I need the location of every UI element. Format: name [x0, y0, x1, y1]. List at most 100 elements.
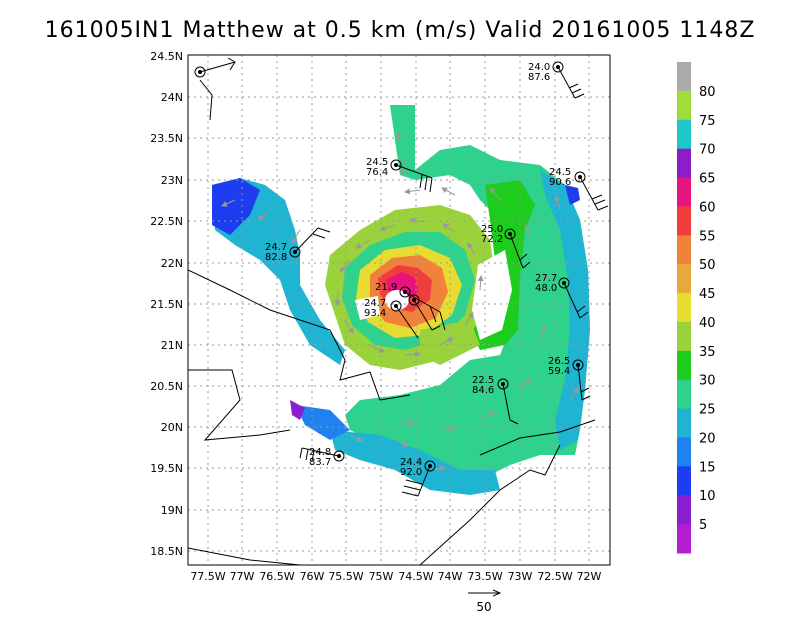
- colorbar-label: 45: [699, 287, 716, 302]
- colorbar-swatch: [677, 379, 691, 410]
- colorbar-label: 5: [699, 518, 707, 533]
- colorbar-swatch: [677, 62, 691, 92]
- colorbar-swatch: [677, 177, 691, 207]
- lat-tick-label: 19N: [161, 504, 183, 517]
- station-marker: [574, 171, 609, 211]
- colorbar-label: 60: [699, 200, 716, 215]
- station-marker: [194, 57, 236, 78]
- obs-value: 59.4: [548, 366, 570, 377]
- colorbar-swatch: [677, 206, 691, 236]
- lat-axis: 24.5N 24N 23.5N 23N 22.5N 22N 21.5N 21N …: [150, 50, 183, 558]
- lon-tick-label: 73.5W: [467, 570, 502, 583]
- lon-tick-label: 74W: [438, 570, 463, 583]
- lon-tick-label: 74.5W: [398, 570, 433, 583]
- colorbar-swatch: [677, 321, 691, 352]
- colorbar-swatch: [677, 437, 691, 467]
- observation-stations: [194, 57, 609, 497]
- lon-tick-label: 72.5W: [537, 570, 572, 583]
- obs-value: 24.5: [549, 167, 571, 178]
- map-frame: [187, 54, 611, 566]
- lat-tick-label: 20N: [161, 421, 183, 434]
- colorbar-label: 80: [699, 85, 716, 100]
- lat-tick-label: 21N: [161, 339, 183, 352]
- station-marker: [497, 378, 519, 425]
- lat-tick-label: 23N: [161, 174, 183, 187]
- colorbar-label: 25: [699, 403, 716, 418]
- obs-value: 24.0: [528, 62, 550, 73]
- observation-labels: 24.0 87.6 24.5 76.4 24.5 90.6 25.0 72.2 …: [265, 62, 571, 478]
- lat-tick-label: 22N: [161, 257, 183, 270]
- colorbar-label: 15: [699, 460, 716, 475]
- colorbar-swatch: [677, 524, 691, 554]
- lat-tick-label: 18.5N: [150, 545, 183, 558]
- colorbar-label: 55: [699, 229, 716, 244]
- scale-arrow: 50: [468, 593, 500, 614]
- obs-value: 21.9: [375, 282, 397, 293]
- obs-value: 92.0: [400, 467, 422, 478]
- colorbar-swatch: [677, 408, 691, 438]
- scale-arrow-label: 50: [476, 600, 491, 614]
- colorbar-swatch: [677, 264, 691, 294]
- map-title: 161005IN1 Matthew at 0.5 km (m/s) Valid …: [44, 18, 756, 43]
- colorbar-swatch: [677, 293, 691, 323]
- colorbar-label: 40: [699, 316, 716, 331]
- obs-value: 24.4: [400, 457, 422, 468]
- lon-tick-label: 75.5W: [328, 570, 363, 583]
- colorbar: 80 75 70 65 60 55 50 45 40 35 30 25 20 15 10 5: [677, 62, 716, 554]
- colorbar-label: 20: [699, 431, 716, 446]
- lon-tick-label: 77W: [230, 570, 255, 583]
- station-marker: [299, 447, 345, 462]
- obs-value: 90.6: [549, 177, 571, 188]
- obs-value: 48.0: [535, 283, 557, 294]
- station-marker: [558, 277, 589, 319]
- colorbar-label: 35: [699, 345, 716, 360]
- obs-value: 25.0: [481, 224, 503, 235]
- station-marker: [289, 227, 331, 258]
- colorbar-swatch: [677, 466, 691, 496]
- obs-value: 24.5: [366, 157, 388, 168]
- lon-tick-label: 73W: [508, 570, 533, 583]
- obs-value: 24.7: [265, 242, 287, 253]
- colorbar-label: 50: [699, 258, 716, 273]
- colorbar-swatch: [677, 119, 691, 150]
- colorbar-label: 75: [699, 114, 716, 129]
- obs-value: 24.7: [364, 298, 386, 309]
- station-marker: [504, 228, 531, 269]
- station-marker: [552, 61, 585, 99]
- station-marker: [390, 286, 446, 339]
- wind-vectors: [221, 124, 579, 472]
- lat-tick-label: 24.5N: [150, 50, 183, 63]
- colorbar-swatch: [677, 235, 691, 265]
- obs-value: 24.8: [309, 447, 331, 458]
- obs-value: 27.7: [535, 273, 557, 284]
- lon-tick-label: 77.5W: [190, 570, 225, 583]
- colorbar-swatch: [677, 148, 691, 179]
- lon-tick-label: 72W: [577, 570, 602, 583]
- station-marker: [572, 359, 591, 401]
- coastlines: [188, 79, 596, 565]
- station-marker: [390, 159, 433, 193]
- station-marker: [401, 460, 436, 497]
- lat-tick-label: 23.5N: [150, 132, 183, 145]
- obs-value: 84.6: [472, 385, 494, 396]
- lat-tick-label: 19.5N: [150, 462, 183, 475]
- lat-tick-label: 21.5N: [150, 298, 183, 311]
- colorbar-swatch: [677, 350, 691, 381]
- obs-value: 93.4: [364, 308, 386, 319]
- obs-value: 72.2: [481, 234, 503, 245]
- obs-value: 22.5: [472, 375, 494, 386]
- obs-value: 26.5: [548, 356, 570, 367]
- obs-value: 82.8: [265, 252, 287, 263]
- colorbar-label: 70: [699, 143, 716, 158]
- lon-axis: 77.5W 77W 76.5W 76W 75.5W 75W 74.5W 74W …: [190, 570, 601, 583]
- lon-tick-label: 75W: [369, 570, 394, 583]
- obs-value: 76.4: [366, 167, 388, 178]
- lat-tick-label: 22.5N: [150, 215, 183, 228]
- wind-speed-field: [212, 105, 590, 495]
- colorbar-swatch: [677, 495, 691, 525]
- lat-tick-label: 20.5N: [150, 380, 183, 393]
- lon-tick-label: 76.5W: [259, 570, 294, 583]
- colorbar-swatch: [677, 90, 691, 121]
- colorbar-label: 10: [699, 489, 716, 504]
- obs-value: 83.7: [309, 457, 331, 468]
